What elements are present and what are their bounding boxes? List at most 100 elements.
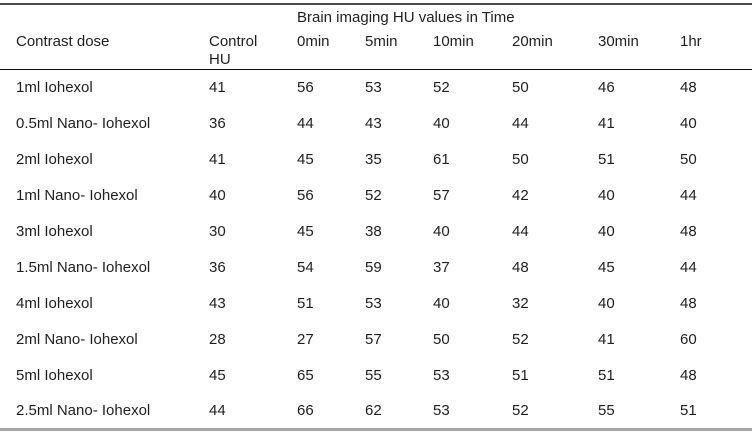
table-cell: 56 xyxy=(297,78,314,96)
table-cell: 50 xyxy=(433,330,450,348)
column-header-7: 1hr xyxy=(670,29,752,70)
row-label: 0.5ml Nano- Iohexol xyxy=(16,114,151,132)
table-cell: 40 xyxy=(433,222,450,240)
table-cell: 50 xyxy=(680,150,697,168)
table-cell: 50 xyxy=(512,78,529,96)
table-header-row: Contrast dose Control HU 0min 5min 10min 20mi… xyxy=(0,29,752,70)
table-cell: 30 xyxy=(209,222,226,240)
table-cell: 65 xyxy=(297,366,314,384)
table-cell: 44 xyxy=(297,114,314,132)
table-cell: 55 xyxy=(588,393,670,431)
table-cell: 53 xyxy=(423,393,502,431)
table-cell: 48 xyxy=(680,366,697,384)
table-cell: 55 xyxy=(365,366,382,384)
table-cell: 40 xyxy=(680,114,697,132)
table-cell: 53 xyxy=(365,294,382,312)
row-label: 2ml Iohexol xyxy=(16,150,93,168)
table-cell: 61 xyxy=(433,150,450,168)
table-cell: 44 xyxy=(512,114,529,132)
row-label: 1ml Nano- Iohexol xyxy=(16,186,138,204)
table-cell: 44 xyxy=(680,258,697,276)
table-cell: 57 xyxy=(365,330,382,348)
table-cell: 44 xyxy=(199,393,287,431)
table-cell: 40 xyxy=(598,294,615,312)
table-cell: 51 xyxy=(598,366,615,384)
table-cell: 45 xyxy=(598,258,615,276)
table-row: 1ml Nano- Iohexol 40 56 52 57 42 40 44 xyxy=(0,178,752,214)
table-cell: 32 xyxy=(512,294,529,312)
column-header-5: 20min xyxy=(502,29,588,70)
table-cell: 41 xyxy=(598,114,615,132)
row-label: 2.5ml Nano- Iohexol xyxy=(0,393,199,431)
column-header-6: 30min xyxy=(588,29,670,70)
table-cell: 48 xyxy=(680,294,697,312)
table-cell: 40 xyxy=(433,294,450,312)
table-cell: 66 xyxy=(287,393,355,431)
table-row: 4ml Iohexol 43 51 53 40 32 40 48 xyxy=(0,286,752,322)
table-cell: 43 xyxy=(209,294,226,312)
table-cell: 48 xyxy=(512,258,529,276)
column-header-0: Contrast dose xyxy=(0,29,199,70)
table-cell: 44 xyxy=(680,186,697,204)
column-header-3: 5min xyxy=(355,29,423,70)
column-header-1: Control HU xyxy=(199,29,287,70)
row-label: 1.5ml Nano- Iohexol xyxy=(16,258,151,276)
table-cell: 48 xyxy=(680,222,697,240)
table-cell: 35 xyxy=(365,150,382,168)
table-cell: 52 xyxy=(433,78,450,96)
table-cell: 51 xyxy=(297,294,314,312)
table-body: 1ml Iohexol 41 56 53 52 50 46 48 0.5ml Nano- Ioh… xyxy=(0,70,752,431)
table-cell: 27 xyxy=(297,330,314,348)
table-cell: 40 xyxy=(433,114,450,132)
table-cell: 42 xyxy=(512,186,529,204)
table-cell: 52 xyxy=(502,393,588,431)
table-row: 2ml Nano- Iohexol 28 27 57 50 52 41 60 xyxy=(0,322,752,358)
hu-values-table: Brain imaging HU values in Time Contrast… xyxy=(0,3,752,431)
table-row: 2.5ml Nano- Iohexol 44 66 62 53 52 55 51 xyxy=(0,393,752,431)
column-header-4: 10min xyxy=(423,29,502,70)
table-cell: 48 xyxy=(680,78,697,96)
table-cell: 37 xyxy=(433,258,450,276)
title-row-spacer xyxy=(0,3,287,29)
table-cell: 53 xyxy=(433,366,450,384)
table-cell: 56 xyxy=(297,186,314,204)
table-cell: 52 xyxy=(512,330,529,348)
table-cell: 41 xyxy=(209,78,226,96)
table-row: 5ml Iohexol 45 65 55 53 51 51 48 xyxy=(0,358,752,394)
table-cell: 51 xyxy=(670,393,752,431)
table-row: 0.5ml Nano- Iohexol 36 44 43 40 44 41 40 xyxy=(0,106,752,142)
table-cell: 46 xyxy=(598,78,615,96)
table-cell: 51 xyxy=(512,366,529,384)
row-label: 5ml Iohexol xyxy=(16,366,93,384)
table-title-row: Brain imaging HU values in Time xyxy=(0,3,752,29)
table-cell: 43 xyxy=(365,114,382,132)
table-cell: 59 xyxy=(365,258,382,276)
table-cell: 51 xyxy=(598,150,615,168)
table-title: Brain imaging HU values in Time xyxy=(287,3,752,29)
table-cell: 41 xyxy=(209,150,226,168)
table-cell: 45 xyxy=(209,366,226,384)
table-cell: 28 xyxy=(209,330,226,348)
row-label: 3ml Iohexol xyxy=(16,222,93,240)
table-cell: 41 xyxy=(598,330,615,348)
table-cell: 38 xyxy=(365,222,382,240)
table-cell: 57 xyxy=(433,186,450,204)
row-label: 1ml Iohexol xyxy=(16,78,93,96)
table-cell: 53 xyxy=(365,78,382,96)
table-row: 1.5ml Nano- Iohexol 36 54 59 37 48 45 44 xyxy=(0,250,752,286)
row-label: 4ml Iohexol xyxy=(16,294,93,312)
table-row: 2ml Iohexol 41 45 35 61 50 51 50 xyxy=(0,142,752,178)
table-cell: 62 xyxy=(355,393,423,431)
table-cell: 40 xyxy=(598,186,615,204)
table-cell: 36 xyxy=(209,258,226,276)
table-cell: 44 xyxy=(512,222,529,240)
table-cell: 40 xyxy=(209,186,226,204)
table-cell: 45 xyxy=(297,222,314,240)
table-cell: 52 xyxy=(365,186,382,204)
table-cell: 40 xyxy=(598,222,615,240)
table-row: 1ml Iohexol 41 56 53 52 50 46 48 xyxy=(0,70,752,106)
table-cell: 45 xyxy=(297,150,314,168)
table-cell: 36 xyxy=(209,114,226,132)
column-header-2: 0min xyxy=(287,29,355,70)
